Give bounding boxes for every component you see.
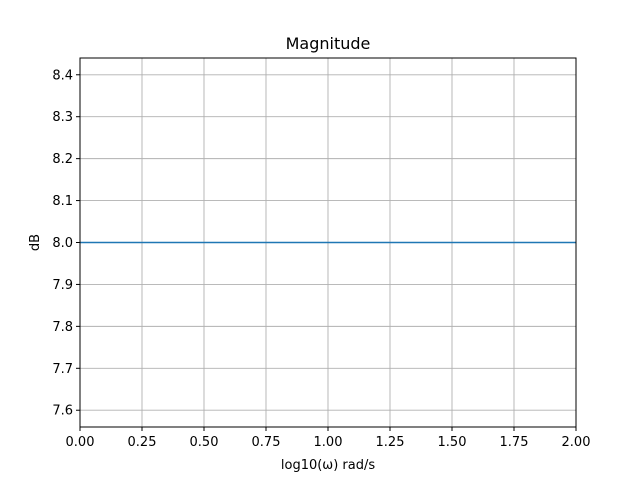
x-tick-label: 0.50 (190, 435, 219, 450)
y-tick-label: 8.4 (52, 68, 73, 83)
chart-title: Magnitude (286, 34, 371, 53)
x-tick-label: 1.50 (438, 435, 467, 450)
x-axis-label: log10(ω) rad/s (281, 458, 375, 473)
x-tick-label: 1.25 (376, 435, 405, 450)
y-tick-label: 7.7 (52, 362, 73, 377)
x-tick-label: 2.00 (562, 435, 591, 450)
y-tick-label: 8.0 (52, 236, 73, 251)
y-tick-label: 8.1 (52, 194, 73, 209)
y-tick-label: 7.6 (52, 404, 73, 419)
y-tick-label: 7.9 (52, 278, 73, 293)
x-tick-label: 0.75 (252, 435, 281, 450)
x-axis-ticks: 0.00 0.25 0.50 0.75 1.00 1.25 1.50 1.75 2.00 (66, 427, 591, 450)
x-tick-label: 1.00 (314, 435, 343, 450)
y-tick-label: 8.3 (52, 110, 73, 125)
x-tick-label: 0.25 (128, 435, 157, 450)
x-tick-label: 1.75 (500, 435, 529, 450)
y-tick-label: 7.8 (52, 320, 73, 335)
x-tick-label: 0.00 (66, 435, 95, 450)
y-axis-ticks: 7.6 7.7 7.8 7.9 8.0 8.1 8.2 8.3 8.4 (52, 68, 80, 419)
y-axis-label: dB (28, 234, 43, 251)
y-tick-label: 8.2 (52, 152, 73, 167)
